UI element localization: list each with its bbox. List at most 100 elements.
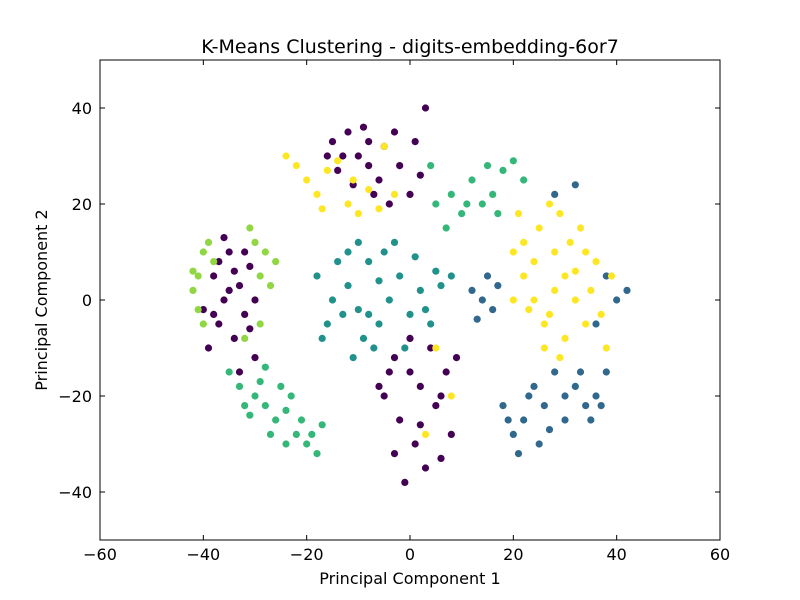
data-point-5-22	[571, 267, 579, 275]
data-point-2-25	[421, 306, 430, 314]
data-point-0-49	[432, 402, 440, 410]
data-point-5-14	[587, 286, 595, 294]
data-point-1-5	[551, 368, 559, 376]
data-point-5-28	[520, 238, 528, 246]
data-point-2-6	[385, 296, 393, 304]
data-point-3-2	[251, 392, 259, 400]
data-point-3-20	[432, 200, 440, 208]
data-point-0-33	[385, 200, 393, 208]
data-point-3-33	[494, 210, 502, 218]
data-point-5-15	[525, 306, 533, 314]
data-point-2-13	[380, 248, 388, 256]
data-point-1-28	[623, 286, 631, 294]
data-point-5-5	[561, 272, 569, 280]
data-point-3-3	[261, 402, 269, 410]
data-point-5-37	[365, 186, 373, 194]
data-point-0-30	[339, 152, 347, 160]
data-point-5-7	[582, 320, 590, 328]
data-point-0-56	[375, 382, 383, 390]
data-point-5-3	[540, 320, 548, 328]
data-point-5-44	[432, 344, 440, 352]
data-point-4-3	[204, 238, 213, 246]
data-point-0-45	[380, 392, 388, 400]
x-tick-label-0: −60	[83, 545, 117, 564]
data-point-2-11	[334, 258, 342, 266]
data-point-2-27	[447, 272, 455, 280]
data-point-0-32	[406, 190, 414, 198]
data-point-0-11	[220, 234, 228, 242]
data-point-2-7	[396, 272, 404, 280]
points-layer	[189, 104, 631, 486]
data-point-0-18	[210, 310, 218, 318]
data-point-4-10	[272, 258, 280, 266]
data-point-5-36	[354, 210, 362, 218]
data-point-5-8	[592, 258, 600, 266]
data-point-0-54	[452, 354, 461, 362]
data-point-0-20	[328, 138, 337, 146]
data-point-0-16	[246, 325, 254, 333]
data-point-5-16	[514, 210, 523, 218]
data-point-0-4	[225, 248, 233, 256]
data-point-0-42	[416, 382, 424, 390]
data-point-0-39	[421, 104, 430, 112]
data-point-2-22	[344, 248, 352, 256]
data-point-0-12	[235, 368, 244, 376]
data-point-5-34	[334, 157, 342, 165]
data-point-0-38	[411, 138, 419, 146]
data-point-1-21	[478, 296, 486, 304]
data-point-3-16	[318, 421, 326, 429]
data-point-0-47	[411, 440, 419, 448]
data-point-0-59	[437, 454, 445, 462]
data-point-2-24	[411, 253, 419, 261]
data-point-1-0	[499, 402, 507, 410]
data-point-3-6	[292, 430, 300, 438]
ticks-layer: −60 −40 −20 0 20 40 60 −40 −20 0 20 40	[58, 60, 730, 564]
data-point-4-15	[189, 267, 197, 275]
data-point-0-14	[215, 258, 223, 266]
x-tick-label-5: 40	[606, 545, 626, 564]
data-point-2-2	[344, 282, 352, 290]
data-point-0-8	[246, 262, 254, 270]
data-point-5-13	[576, 224, 585, 232]
data-point-2-28	[354, 238, 362, 246]
y-tick-label-3: 20	[72, 195, 92, 214]
data-point-0-23	[365, 162, 373, 170]
data-point-0-9	[251, 354, 259, 362]
data-point-0-1	[210, 272, 218, 280]
data-point-4-2	[199, 248, 207, 256]
data-point-5-4	[551, 248, 559, 256]
data-point-1-25	[483, 272, 492, 280]
data-point-1-9	[592, 392, 600, 400]
data-point-0-25	[334, 166, 342, 174]
data-point-0-7	[241, 310, 249, 318]
data-point-5-18	[561, 334, 569, 342]
data-point-3-12	[266, 430, 275, 438]
data-point-3-5	[282, 406, 290, 414]
x-tick-label-6: 60	[710, 545, 730, 564]
data-point-0-51	[401, 478, 409, 486]
data-point-5-41	[318, 205, 326, 213]
data-point-5-38	[375, 205, 383, 213]
data-point-0-15	[251, 296, 259, 304]
data-point-3-29	[478, 200, 486, 208]
data-point-4-6	[261, 248, 269, 256]
data-point-3-14	[297, 416, 306, 424]
data-point-1-20	[468, 286, 476, 294]
y-tick-label-2: 0	[82, 291, 92, 310]
data-point-5-20	[530, 258, 538, 266]
data-point-5-21	[551, 286, 559, 294]
data-point-2-19	[390, 238, 399, 246]
data-point-2-4	[365, 258, 373, 266]
data-point-5-33	[323, 166, 331, 174]
data-point-5-24	[582, 248, 590, 256]
y-tick-label-4: 40	[72, 99, 92, 118]
data-point-1-4	[540, 402, 548, 410]
data-point-2-18	[370, 344, 378, 352]
data-point-5-27	[556, 354, 564, 362]
y-tick-label-1: −20	[58, 387, 92, 406]
data-point-4-13	[256, 320, 264, 328]
data-point-0-5	[230, 334, 238, 342]
data-point-5-32	[313, 190, 321, 198]
data-point-0-31	[396, 162, 404, 170]
chart-title: K-Means Clustering - digits-embedding-6o…	[201, 36, 619, 58]
